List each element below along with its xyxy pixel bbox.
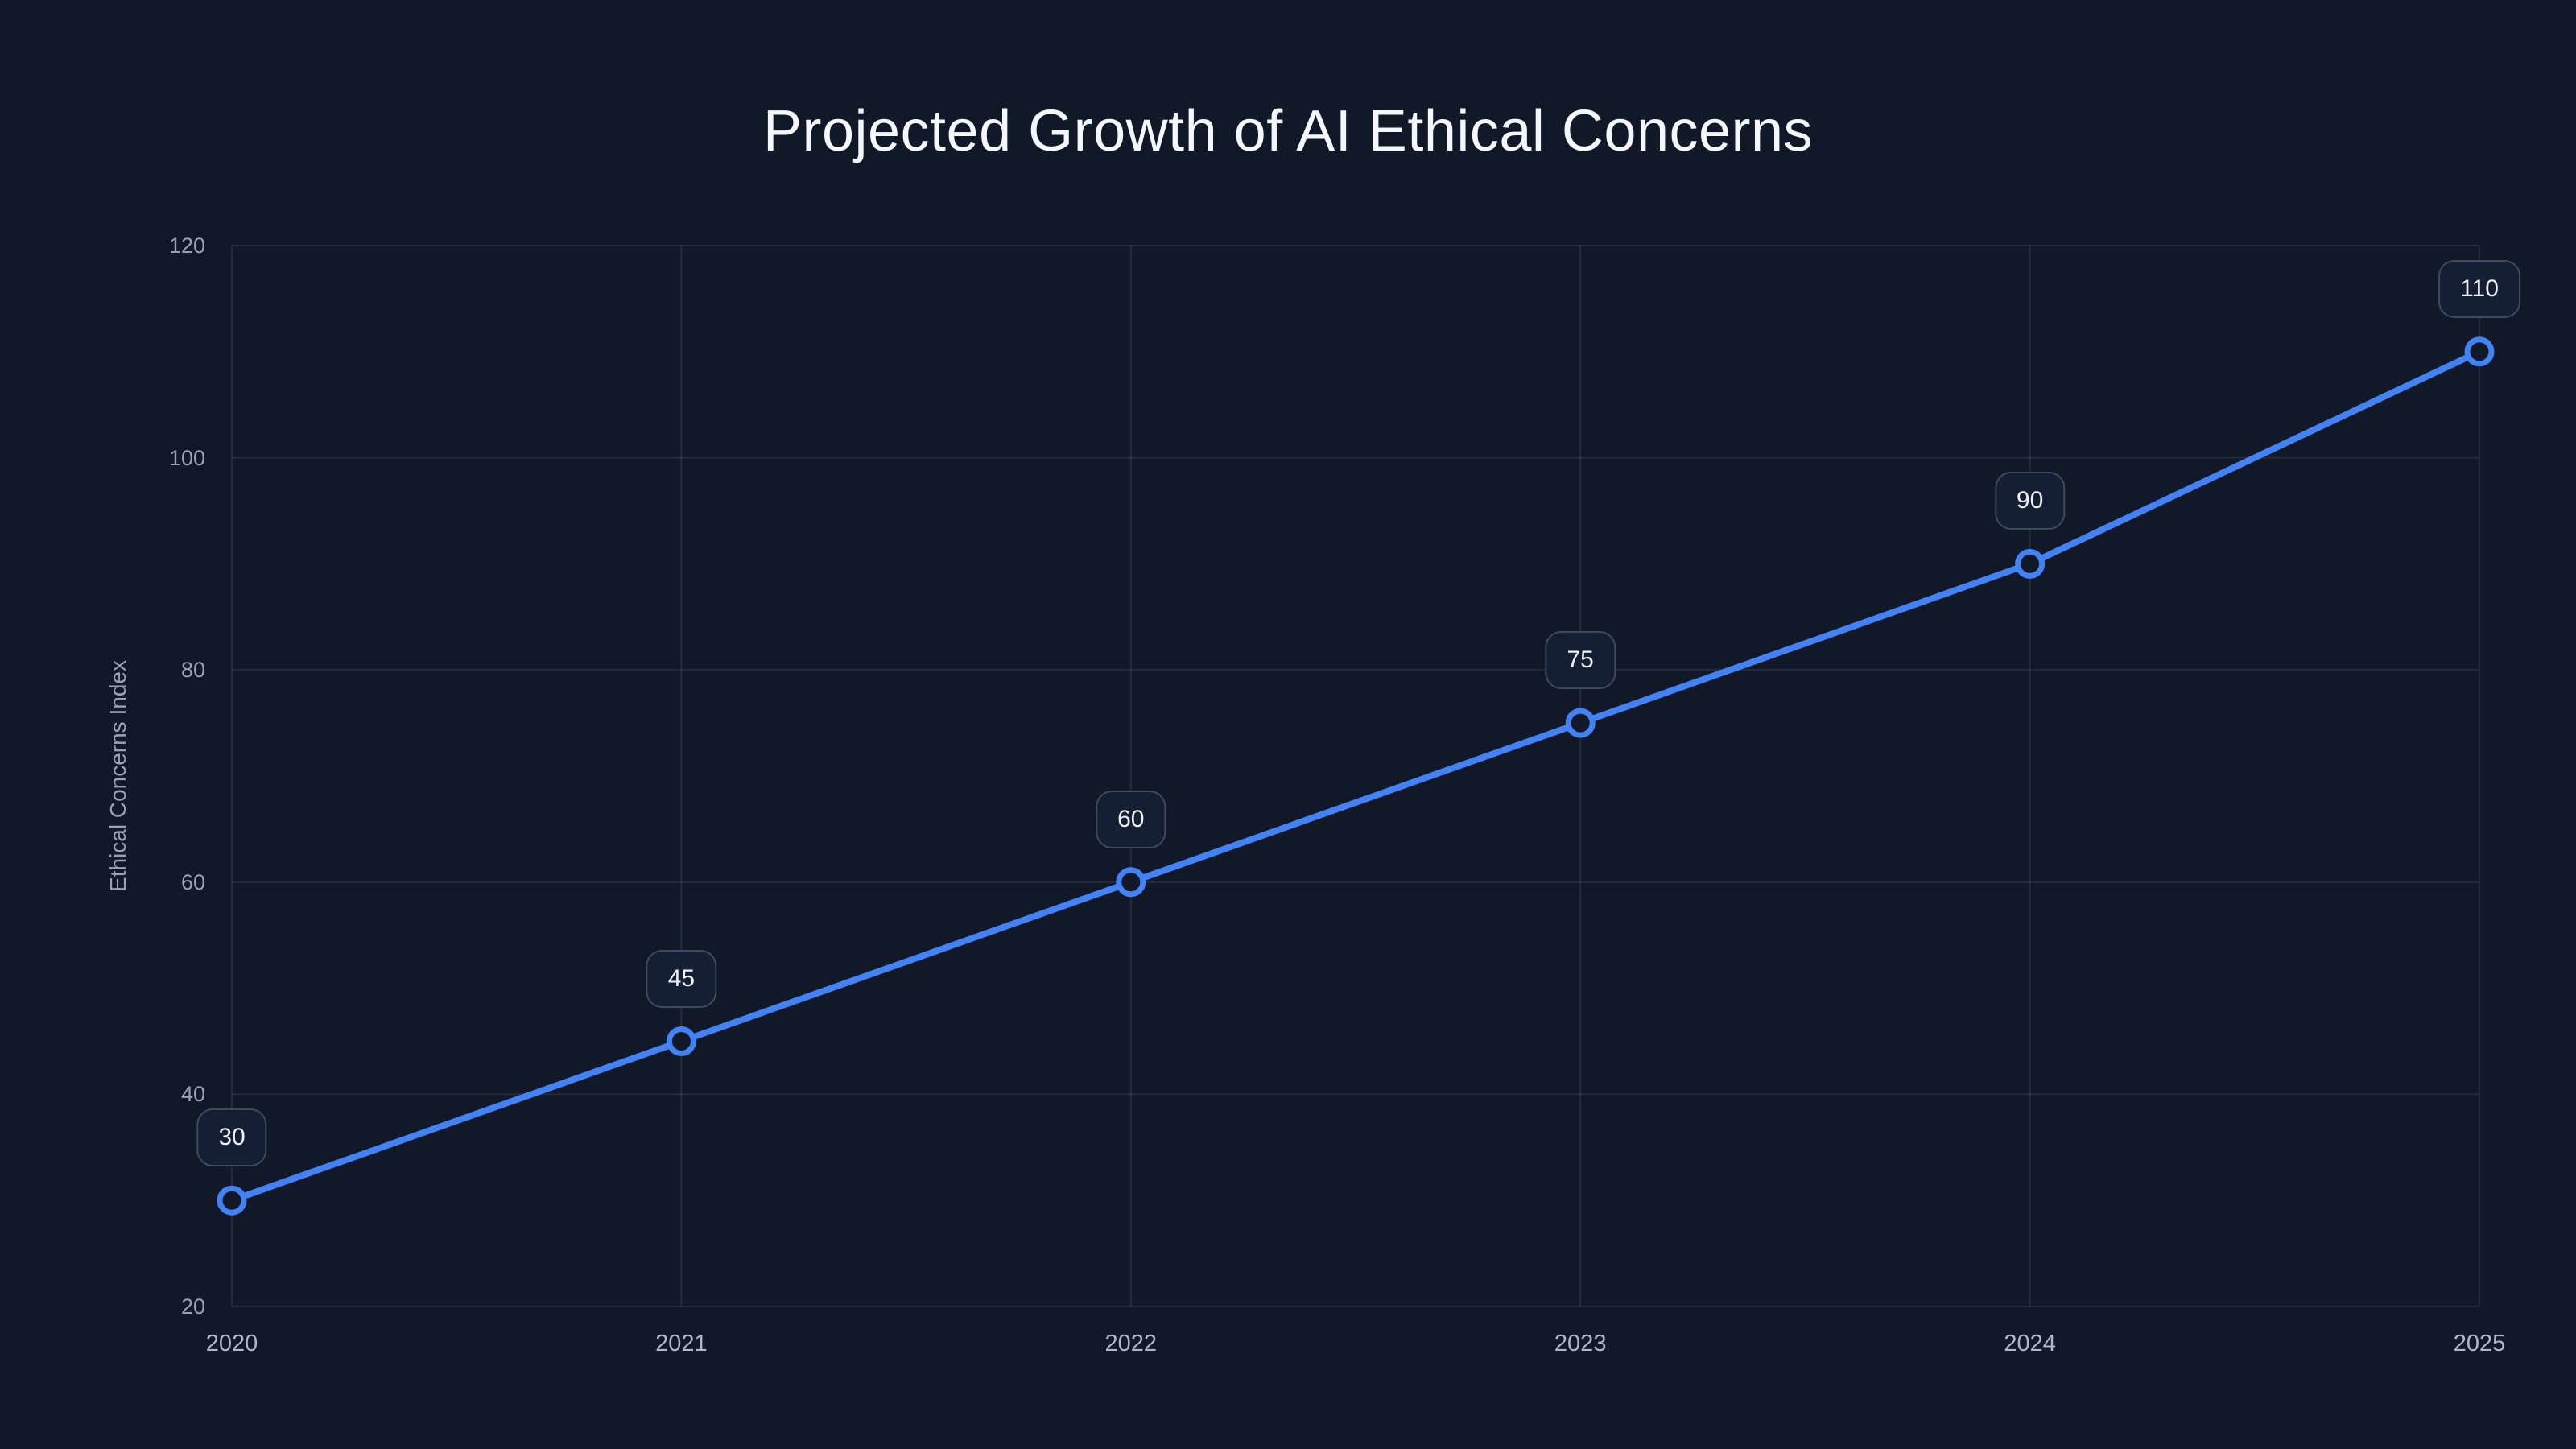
x-tick-label: 2025 <box>2453 1331 2506 1356</box>
x-tick-label: 2024 <box>2004 1331 2056 1356</box>
y-tick-label: 40 <box>180 1082 205 1107</box>
series-line <box>229 348 2483 1204</box>
y-tick-label: 80 <box>180 658 205 683</box>
y-tick-label: 20 <box>180 1294 205 1319</box>
x-tick-label: 2020 <box>205 1331 258 1356</box>
value-badge: 90 <box>1994 472 2066 530</box>
grid-lines <box>231 245 2480 1307</box>
y-tick-label: 120 <box>168 233 205 258</box>
data-point-marker <box>666 1026 696 1056</box>
data-point-marker <box>217 1185 247 1216</box>
value-badge: 75 <box>1545 631 1616 690</box>
data-point-marker <box>1565 708 1596 738</box>
y-tick-label: 60 <box>180 869 205 894</box>
data-point-marker <box>2015 548 2046 579</box>
y-tick-label: 100 <box>168 445 205 470</box>
chart-title: Projected Growth of AI Ethical Concerns <box>762 99 1814 163</box>
value-badge: 45 <box>646 949 717 1008</box>
value-badge: 110 <box>2438 259 2520 318</box>
data-point-marker <box>2464 336 2495 367</box>
value-badge: 30 <box>196 1108 267 1167</box>
data-point-marker <box>1116 867 1146 898</box>
value-badge: 60 <box>1096 790 1166 848</box>
x-tick-label: 2021 <box>655 1331 708 1356</box>
x-tick-label: 2023 <box>1554 1331 1607 1356</box>
x-tick-label: 2022 <box>1104 1331 1158 1356</box>
